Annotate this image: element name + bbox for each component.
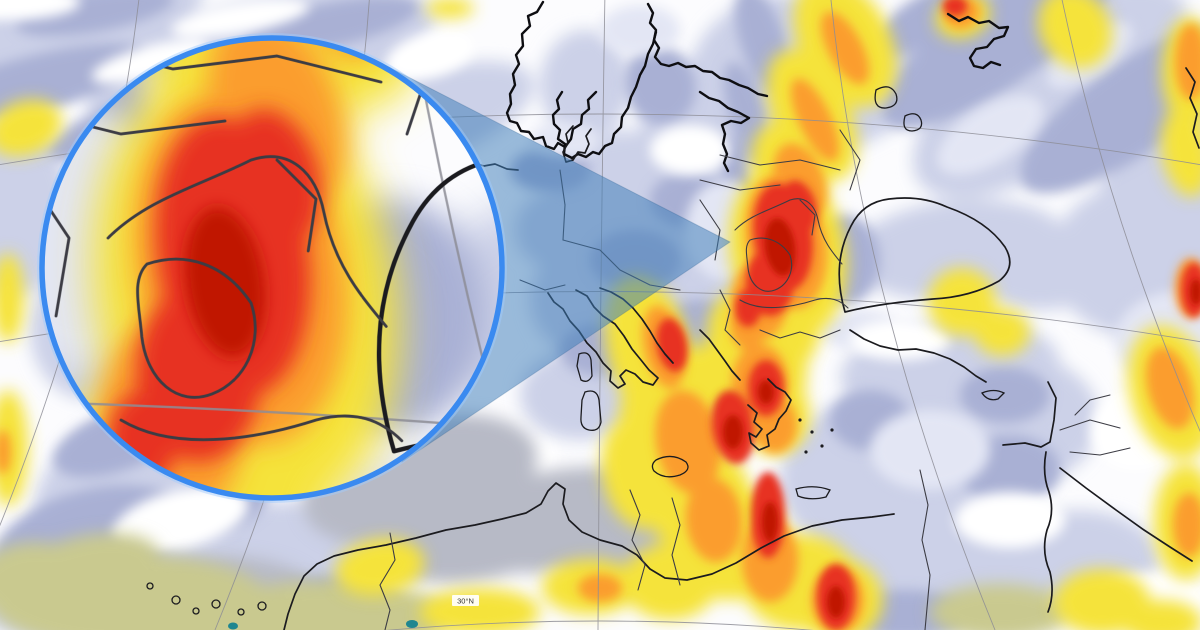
lens-ring-halo xyxy=(37,33,507,503)
magnifier-lens-ring xyxy=(39,35,505,501)
